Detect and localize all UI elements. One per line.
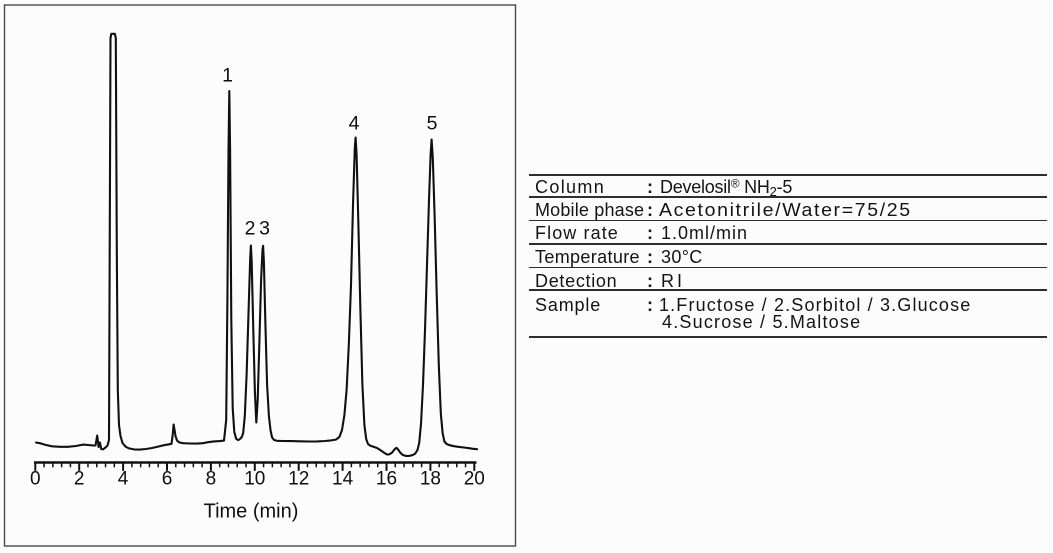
svg-text:5: 5 xyxy=(427,113,438,135)
svg-text:14: 14 xyxy=(332,469,354,490)
svg-text:Time (min): Time (min) xyxy=(204,501,299,523)
svg-text:6: 6 xyxy=(162,469,173,490)
svg-text:2: 2 xyxy=(245,218,256,240)
svg-text:8: 8 xyxy=(206,469,217,490)
svg-text:2: 2 xyxy=(74,469,85,490)
svg-text:20: 20 xyxy=(464,469,485,490)
svg-text:10: 10 xyxy=(244,469,265,490)
svg-text:0: 0 xyxy=(30,469,41,490)
svg-text:12: 12 xyxy=(288,469,309,490)
svg-text:1: 1 xyxy=(222,65,233,87)
svg-text:4: 4 xyxy=(349,113,360,135)
svg-text:4: 4 xyxy=(118,469,129,490)
svg-text:3: 3 xyxy=(259,218,270,240)
svg-text:18: 18 xyxy=(420,469,441,490)
svg-text:16: 16 xyxy=(376,469,397,490)
